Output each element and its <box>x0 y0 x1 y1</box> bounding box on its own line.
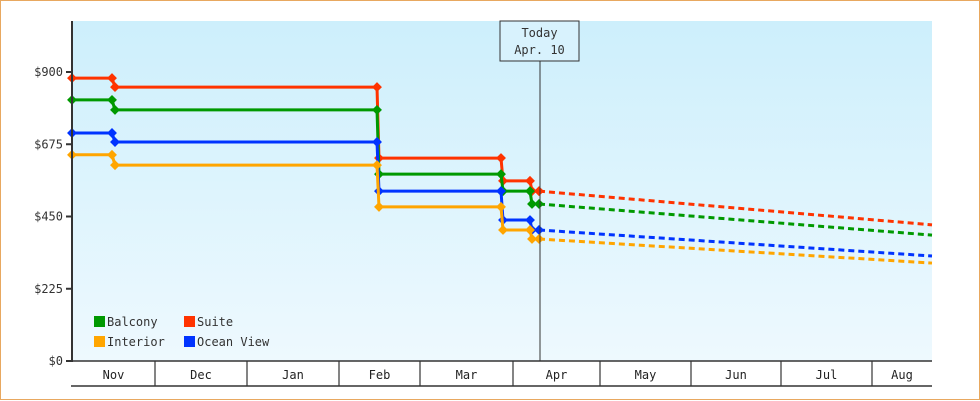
legend-label: Interior <box>107 335 165 349</box>
y-tick-label: $675 <box>34 137 63 151</box>
today-box <box>499 20 580 62</box>
data-point-marker[interactable] <box>107 94 117 105</box>
legend-swatch <box>94 336 105 347</box>
data-point-marker[interactable] <box>534 199 544 209</box>
data-point-marker[interactable] <box>107 73 117 84</box>
today-date: Apr. 10 <box>514 43 565 57</box>
data-point-marker[interactable] <box>527 234 537 244</box>
data-point-marker[interactable] <box>525 215 535 225</box>
data-point-marker[interactable] <box>498 225 508 235</box>
data-point-marker[interactable] <box>496 169 506 180</box>
y-tick-label: $225 <box>34 282 63 296</box>
data-point-marker[interactable] <box>527 199 537 209</box>
today-marker: Today Apr. 10 <box>499 20 580 361</box>
series-interior <box>67 149 933 265</box>
data-point-marker[interactable] <box>496 201 506 212</box>
y-tick-label: $900 <box>34 65 63 79</box>
data-point-marker[interactable] <box>107 128 117 138</box>
data-point-marker[interactable] <box>110 104 120 115</box>
legend: Balcony Suite Interior Ocean View <box>94 315 270 349</box>
month-label: Jun <box>725 368 747 382</box>
data-point-marker[interactable] <box>525 225 535 235</box>
month-label: Nov <box>103 368 125 382</box>
today-label: Today <box>521 26 557 40</box>
data-point-marker[interactable] <box>525 186 535 197</box>
data-point-marker[interactable] <box>110 137 120 147</box>
data-point-marker[interactable] <box>525 175 535 186</box>
data-point-marker[interactable] <box>534 186 544 197</box>
projection-line <box>538 228 933 258</box>
month-label: Dec <box>190 368 212 382</box>
legend-swatch <box>184 336 195 347</box>
projection-line <box>538 202 933 237</box>
y-tick-label: $0 <box>49 354 63 368</box>
data-point-marker[interactable] <box>534 225 544 235</box>
month-label: Mar <box>456 368 478 382</box>
month-label: Aug <box>891 368 913 382</box>
series-layer <box>67 73 933 265</box>
series-balcony <box>67 94 933 237</box>
month-label: Jan <box>282 368 304 382</box>
legend-label: Balcony <box>107 315 158 329</box>
data-point-marker[interactable] <box>372 137 382 147</box>
data-point-marker[interactable] <box>372 160 382 171</box>
data-point-marker[interactable] <box>110 160 120 171</box>
legend-label: Ocean View <box>197 335 270 349</box>
month-label: Apr <box>546 368 568 382</box>
data-point-marker[interactable] <box>496 186 506 197</box>
month-label: May <box>635 368 657 382</box>
data-point-marker[interactable] <box>496 153 506 164</box>
projection-line <box>538 189 933 227</box>
data-point-marker[interactable] <box>534 234 544 244</box>
month-label: Feb <box>369 368 391 382</box>
x-axis-months: Nov Dec Jan Feb Mar Apr May Jun Jul Aug <box>103 361 913 386</box>
y-tick-label: $450 <box>34 210 63 224</box>
legend-swatch <box>94 316 105 327</box>
data-point-marker[interactable] <box>110 82 120 93</box>
legend-swatch <box>184 316 195 327</box>
legend-label: Suite <box>197 315 233 329</box>
y-axis <box>71 21 932 387</box>
month-label: Jul <box>816 368 838 382</box>
data-point-marker[interactable] <box>107 149 117 160</box>
data-point-marker[interactable] <box>374 201 384 212</box>
y-axis-ticks: $0 $225 $450 $675 $900 <box>34 65 72 368</box>
projection-line <box>538 237 933 265</box>
